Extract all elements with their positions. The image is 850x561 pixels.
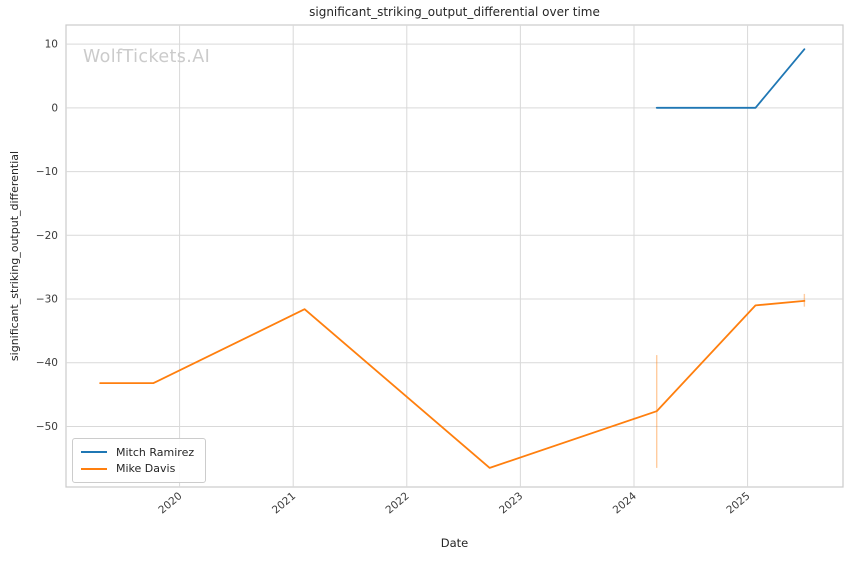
y-tick-label: −20 bbox=[36, 230, 58, 242]
y-tick-label: −30 bbox=[36, 294, 58, 306]
y-tick-label: −10 bbox=[36, 166, 58, 178]
chart-title: significant_striking_output_differential… bbox=[309, 5, 600, 19]
x-tick-label: 2024 bbox=[611, 490, 639, 517]
x-tick-label: 2025 bbox=[724, 490, 752, 516]
y-axis-label: significant_striking_output_differential bbox=[8, 150, 21, 362]
x-tick-label: 2023 bbox=[497, 490, 525, 516]
x-axis-label: Date bbox=[440, 536, 469, 550]
legend-item: Mike Davis bbox=[81, 461, 194, 478]
y-tick-label: 10 bbox=[45, 39, 58, 51]
y-tick-label: −50 bbox=[36, 421, 58, 433]
legend-line-swatch-blue bbox=[81, 451, 107, 454]
legend-line-swatch-orange bbox=[81, 467, 107, 470]
y-tick-label: −40 bbox=[36, 357, 58, 369]
x-tick-label: 2021 bbox=[270, 490, 298, 516]
legend-label: Mike Davis bbox=[116, 462, 176, 476]
legend-label: Mitch Ramirez bbox=[116, 445, 195, 459]
x-tick-label: 2022 bbox=[384, 490, 412, 516]
series-line-mike-davis bbox=[99, 299, 806, 469]
series-line-mitch-ramirez bbox=[655, 48, 806, 109]
watermark: WolfTickets.AI bbox=[83, 47, 211, 67]
y-tick-label: 0 bbox=[51, 102, 58, 114]
plot-border bbox=[65, 24, 844, 488]
legend-item: Mitch Ramirez bbox=[81, 444, 194, 461]
x-tick-label: 2020 bbox=[156, 490, 184, 516]
legend: Mitch Ramirez Mike Davis bbox=[72, 438, 207, 483]
